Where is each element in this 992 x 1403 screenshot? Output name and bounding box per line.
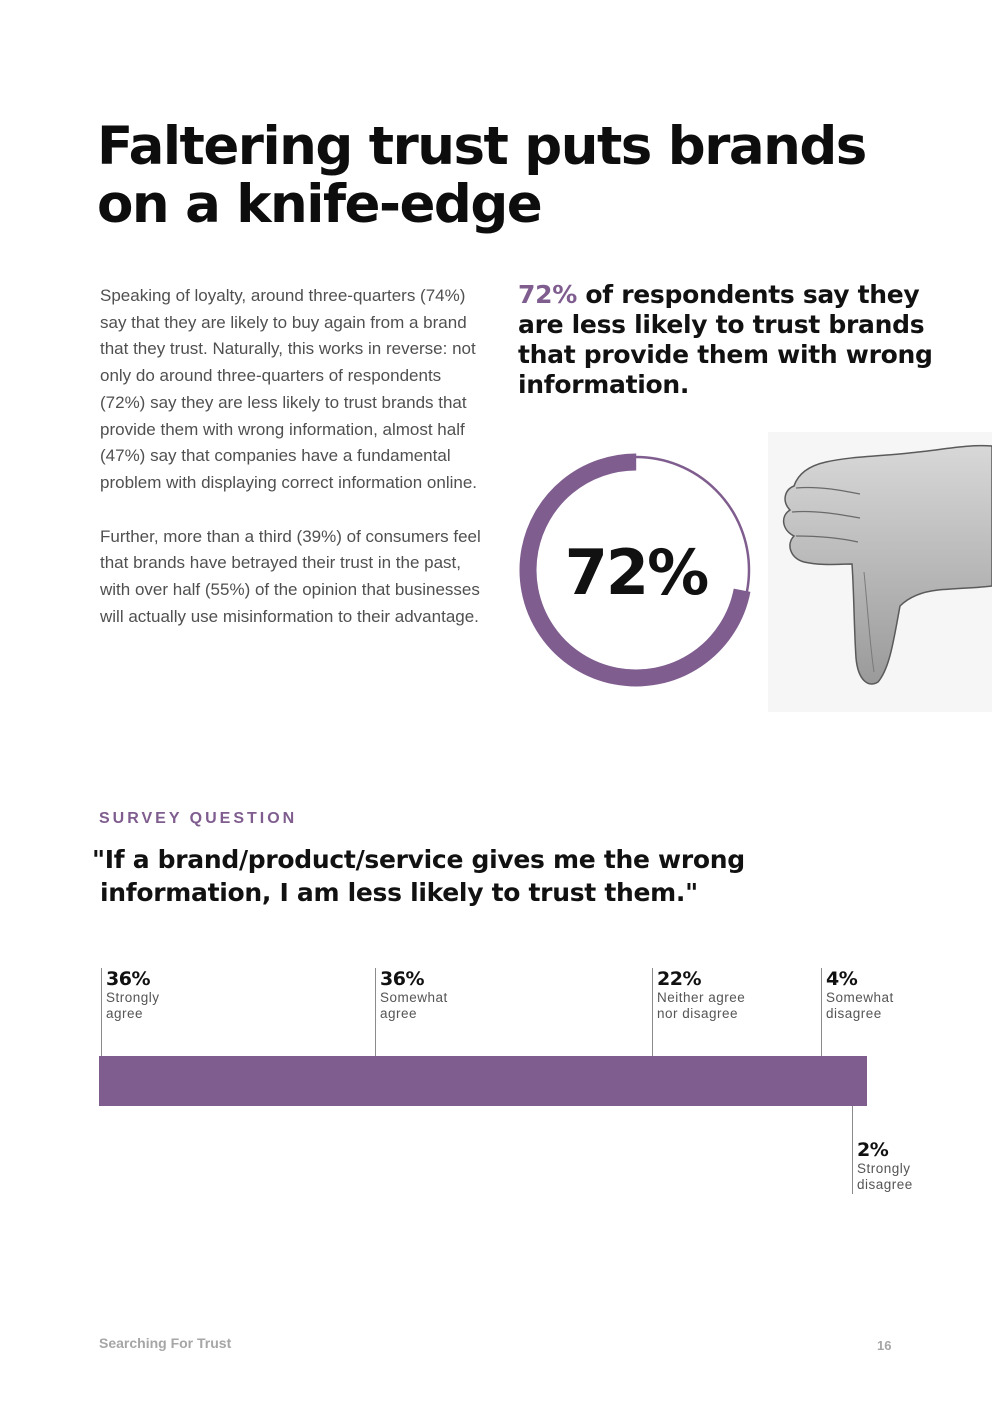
segment-category-label: Somewhat disagree — [826, 990, 894, 1021]
callout-text: of respondents say they are less likely … — [518, 280, 933, 399]
segment-percent: 4% — [826, 968, 858, 990]
bar-segment-label: 22% Neither agree nor disagree — [657, 968, 745, 1021]
segment-percent: 36% — [380, 968, 424, 990]
page-title: Faltering trust puts brands on a knife-e… — [97, 116, 867, 235]
segment-percent: 36% — [106, 968, 150, 990]
bar-segment-label: 4% Somewhat disagree — [826, 968, 894, 1021]
segment-percent: 2% — [857, 1139, 889, 1161]
thumbs-down-hand-icon — [768, 432, 992, 712]
body-paragraph-1: Speaking of loyalty, around three-quarte… — [100, 286, 478, 492]
segment-category-label: Strongly agree — [106, 990, 160, 1021]
bar-segment-label: 36% Strongly agree — [106, 968, 160, 1021]
question-line-2: information, I am less likely to trust t… — [100, 878, 698, 907]
bar-segment-tick — [375, 968, 376, 1056]
title-line-2: on a knife-edge — [97, 174, 543, 235]
donut-arc — [519, 453, 753, 687]
body-paragraph-2: Further, more than a third (39%) of cons… — [100, 526, 481, 626]
donut-label: 72% — [565, 536, 708, 609]
segment-category-label: Neither agree nor disagree — [657, 990, 746, 1021]
donut-chart: 72% — [519, 453, 753, 687]
segment-category-label: Strongly disagree — [857, 1161, 913, 1192]
stat-callout: 72% of respondents say they are less lik… — [518, 280, 938, 400]
bar-segment-label: 2% Strongly disagree — [857, 1139, 913, 1192]
segment-percent: 22% — [657, 968, 701, 990]
bar-segment-tick — [821, 968, 822, 1056]
bar-segment-tick — [652, 968, 653, 1056]
footer-publication-title: Searching For Trust — [99, 1335, 232, 1351]
bar-segment-label: 36% Somewhat agree — [380, 968, 448, 1021]
bar-segment-tick — [852, 1106, 853, 1194]
page-number: 16 — [877, 1338, 892, 1353]
bar-segment-tick — [101, 968, 102, 1056]
segment-category-label: Somewhat agree — [380, 990, 448, 1021]
survey-question-text: "If a brand/product/service gives me the… — [92, 843, 852, 909]
stacked-bar — [99, 1056, 867, 1106]
title-line-1: Faltering trust puts brands — [97, 116, 867, 177]
question-line-1: "If a brand/product/service gives me the… — [92, 845, 745, 874]
body-text: Speaking of loyalty, around three-quarte… — [100, 283, 485, 657]
survey-question-label: SURVEY QUESTION — [99, 810, 298, 827]
callout-highlight: 72% — [518, 280, 577, 309]
